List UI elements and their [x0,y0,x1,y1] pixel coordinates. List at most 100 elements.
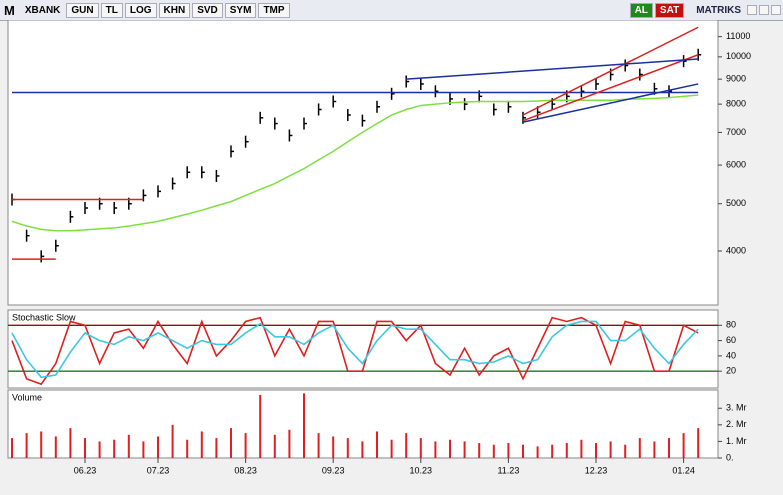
buy-button[interactable]: AL [629,2,653,18]
x-tick-label: 09.23 [322,465,345,475]
indicator-line [11,320,699,379]
y-tick-label: 60 [726,335,736,345]
y-tick-label: 5000 [726,198,746,208]
brand: MATRIKS [696,4,741,16]
volume-bar [361,441,364,458]
x-tick-label: 06.23 [74,465,97,475]
volume-bar [668,438,670,458]
trend-line [406,58,699,80]
y-tick-label: 6000 [726,159,746,169]
volume-bar [624,444,627,458]
volume-bar [332,436,335,458]
volume-bar [507,443,510,458]
y-tick-label: 2. Mr [726,419,747,429]
toolbar-button[interactable]: LOG [124,2,157,18]
y-tick-label: 11000 [726,31,750,41]
y-tick-label: 4000 [726,245,746,255]
volume-bar [492,444,495,458]
window-button[interactable] [771,5,781,15]
y-tick-label: 9000 [726,74,746,84]
volume-bar [449,439,451,458]
volume-bar [405,433,408,458]
toolbar-button[interactable]: TMP [258,2,290,18]
volume-bar [390,439,393,458]
trend-line [522,83,699,123]
volume-bar [317,433,320,458]
volume-bar [142,441,145,458]
volume-bar [536,446,539,458]
volume-bar [346,438,349,458]
y-tick-label: 3. Mr [726,403,747,413]
volume-bar [171,424,174,458]
volume-bar [230,428,232,458]
toolbar-button[interactable]: SVD [192,2,223,18]
volume-bar [551,444,554,458]
volume-bar [478,443,481,458]
toolbar-button[interactable]: SYM [224,2,257,18]
window-button[interactable] [759,5,769,15]
y-tick-label: 80 [726,320,736,330]
toolbar: M XBANK GUN TL LOG KHN SVD SYM TMP AL SAT MATR… [0,0,783,21]
volume-bar [638,438,641,458]
panel [7,309,719,389]
volume-bar [434,441,437,458]
volume-bar [288,429,291,458]
volume-bar [244,433,247,458]
y-tick-label: 0. [726,452,734,462]
volume-bar [682,433,685,458]
volume-bar [186,439,189,458]
toolbar-button[interactable]: GUN [66,2,99,18]
panel-title: Volume [12,392,42,402]
volume-bar [84,438,86,458]
volume-bar [609,441,612,458]
volume-bar [259,394,262,458]
volume-bar [40,431,43,458]
volume-bar [273,434,276,458]
y-tick-label: 20 [726,366,736,376]
volume-bar [11,438,13,458]
panel [7,20,719,306]
volume-bar [565,443,568,458]
volume-bar [200,431,203,458]
volume-bar [697,428,700,458]
moving-average [11,94,699,232]
y-tick-label: 7000 [726,127,746,137]
button-group: GUN TL LOG KHN SVD SYM TMP [66,2,291,18]
x-tick-label: 10.23 [410,465,433,475]
volume-bar [215,438,218,458]
volume-bar [653,441,656,458]
toolbar-button[interactable]: KHN [158,2,191,18]
x-tick-label: 07.23 [147,465,170,475]
volume-bar [113,439,116,458]
symbol-icon[interactable]: M [4,2,15,18]
volume-bar [54,436,57,458]
y-tick-label: 10000 [726,51,751,61]
x-tick-label: 01.24 [672,465,695,475]
window-button[interactable] [747,5,757,15]
volume-bar [419,438,422,458]
trend-line [522,26,699,116]
volume-bar [595,443,597,458]
y-tick-label: 40 [726,350,736,360]
volume-bar [463,441,466,458]
x-tick-label: 12.23 [585,465,608,475]
indicator-line [11,316,699,386]
volume-bar [25,433,28,458]
volume-bar [376,431,378,458]
x-tick-label: 11.23 [497,465,519,475]
volume-bar [127,434,130,458]
y-tick-label: 1. Mr [726,436,747,446]
toolbar-button[interactable]: TL [100,2,123,18]
volume-bar [580,439,583,458]
chart: 4000 5000 6000 7000 8000 9000 10000 11000 20 40 60… [7,20,751,475]
sell-button[interactable]: SAT [654,2,685,18]
trend-line [522,54,699,122]
panel-title: Stochastic Slow [12,312,76,322]
spacer [294,9,628,11]
y-tick-label: 8000 [726,99,746,109]
symbol[interactable]: XBANK [24,4,61,16]
volume-bar [157,436,159,458]
x-tick-label: 08.23 [234,465,257,475]
volume-bar [303,393,305,458]
